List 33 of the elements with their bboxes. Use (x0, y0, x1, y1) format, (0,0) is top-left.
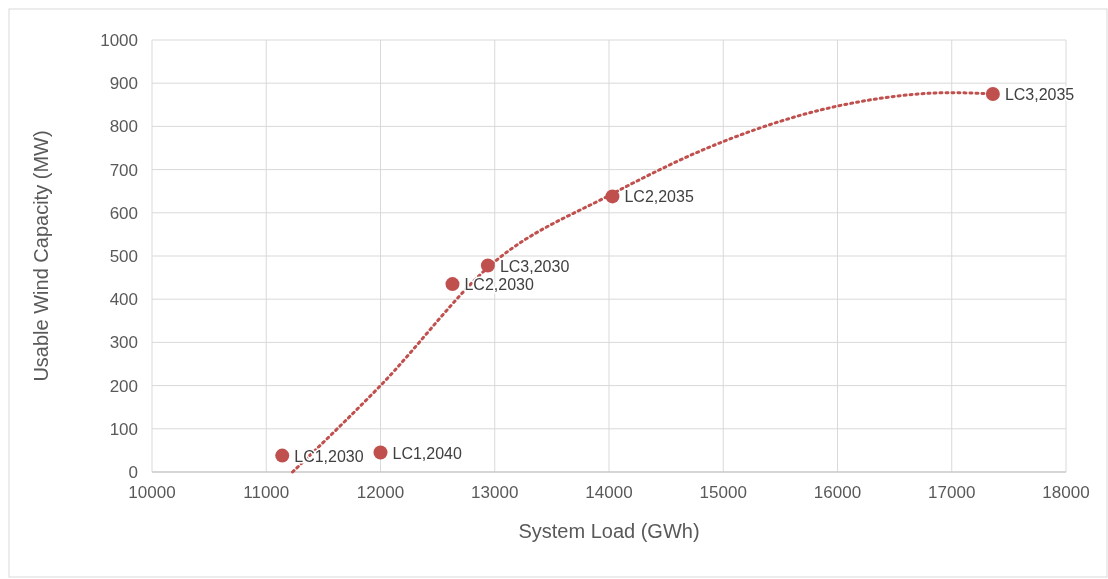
annotation: LC2,2035 (624, 188, 694, 206)
y-tick-label: 0 (128, 463, 138, 482)
y-tick-label: 1000 (100, 31, 138, 50)
point (445, 277, 460, 292)
y-tick-label: 900 (109, 74, 138, 94)
annotation: LC3,2030 (499, 257, 570, 275)
point (605, 189, 620, 204)
x-tick-label: 16000 (813, 483, 862, 502)
y-tick-label: 100 (109, 419, 138, 439)
x-tick-label: 10000 (128, 483, 176, 502)
x-tick-label: 13000 (471, 483, 519, 502)
x-tick-label: 12000 (356, 483, 405, 502)
y-axis-title: Usable Wind Capacity (MW) (30, 130, 52, 382)
x-tick-label: 11000 (243, 483, 290, 502)
y-tick-label: 500 (109, 247, 138, 266)
x-tick-label: 18000 (1042, 483, 1090, 502)
annotation: LC1,2040 (392, 444, 462, 462)
annotation: LC3,2035 (1004, 86, 1075, 103)
point (480, 258, 495, 273)
y-tick-label: 300 (109, 333, 138, 353)
y-tick-label: 800 (109, 117, 138, 137)
y-tick-label: 700 (109, 160, 138, 180)
y-tick-label: 200 (109, 376, 138, 396)
x-tick-label: 17000 (928, 483, 976, 502)
annotation: LC2,2030 (464, 276, 534, 294)
x-axis-title: System Load (GWh) (518, 520, 700, 542)
y-tick-label: 600 (109, 203, 138, 223)
x-tick-label: 14000 (585, 483, 633, 502)
point (373, 445, 388, 460)
x-tick-label: 15000 (699, 483, 747, 502)
y-tick-label: 400 (109, 290, 138, 310)
point (985, 87, 1000, 101)
point (275, 448, 290, 463)
